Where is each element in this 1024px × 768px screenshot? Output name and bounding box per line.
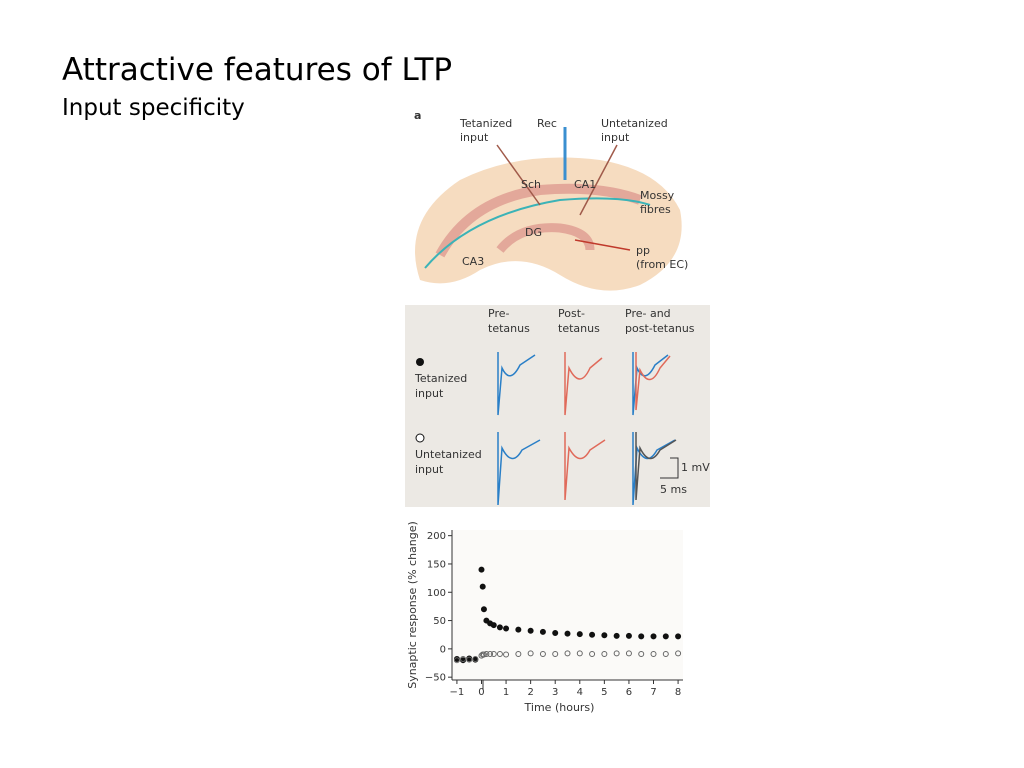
data-point: [483, 650, 490, 657]
y-tick-label: −50: [425, 673, 446, 684]
label: DG: [525, 226, 542, 239]
open-dot: [415, 433, 425, 443]
data-point: [625, 650, 632, 657]
x-tick-label: 4: [577, 687, 583, 698]
data-point: [496, 650, 503, 657]
filled-dot: [416, 358, 424, 366]
data-point: [515, 650, 522, 657]
data-point: [564, 630, 571, 637]
data-point: [625, 632, 632, 639]
label: input: [415, 387, 444, 400]
y-tick-label: 200: [427, 531, 446, 542]
data-point: [539, 650, 546, 657]
data-point: [490, 650, 497, 657]
label: CA3: [462, 255, 484, 268]
label: Post-: [558, 307, 585, 320]
x-tick-label: 5: [601, 687, 607, 698]
data-point: [638, 650, 645, 657]
data-point: [589, 631, 596, 638]
label: Rec: [537, 117, 557, 130]
label: CA1: [574, 178, 596, 191]
data-point: [490, 622, 497, 629]
plot-area: [452, 530, 683, 680]
data-point: [503, 625, 510, 632]
data-point: [460, 656, 467, 663]
label: (from EC): [636, 258, 688, 271]
data-point: [478, 566, 485, 573]
x-tick-label: 7: [650, 687, 656, 698]
data-point: [539, 628, 546, 635]
data-point: [480, 606, 487, 613]
label: Pre-: [488, 307, 509, 320]
data-point: [487, 650, 494, 657]
data-point: [576, 631, 583, 638]
label: 1 mV: [681, 461, 710, 474]
data-point: [675, 650, 682, 657]
label: pp: [636, 244, 650, 257]
label: Mossy: [640, 189, 675, 202]
data-point: [496, 624, 503, 631]
y-tick-label: 0: [440, 644, 446, 655]
data-point: [576, 650, 583, 657]
data-point: [650, 650, 657, 657]
data-point: [638, 633, 645, 640]
data-point: [552, 630, 559, 637]
data-point: [613, 632, 620, 639]
traces: [497, 352, 679, 506]
x-axis-label: Time (hours): [524, 701, 595, 714]
y-axis-label: Synaptic response (% change): [406, 521, 419, 689]
x-tick-label: −1: [450, 687, 465, 698]
data-point: [480, 651, 487, 658]
x-tick-label: 6: [626, 687, 632, 698]
label: tetanus: [488, 322, 530, 335]
label: input: [415, 463, 444, 476]
data-point: [589, 650, 596, 657]
hippocampus-diagram: [415, 127, 682, 291]
data-point: [662, 650, 669, 657]
slide-subtitle: Input specificity: [62, 95, 245, 121]
slide-title: Attractive features of LTP: [62, 52, 453, 88]
label: Untetanized: [415, 448, 482, 461]
data-point: [503, 651, 510, 658]
data-point: [675, 633, 682, 640]
label: post-tetanus: [625, 322, 695, 335]
x-tick-label: 0: [478, 687, 484, 698]
data-point: [527, 627, 534, 634]
label: Tetanized: [414, 372, 467, 385]
data-point: [453, 657, 460, 664]
data-point: [650, 633, 657, 640]
x-tick-label: 2: [527, 687, 533, 698]
label: Sch: [521, 178, 541, 191]
data-point: [472, 656, 479, 663]
y-tick-label: 150: [427, 559, 446, 570]
data-point: [479, 583, 486, 590]
data-point: [564, 650, 571, 657]
data-point: [613, 650, 620, 657]
label: fibres: [640, 203, 671, 216]
label: tetanus: [558, 322, 600, 335]
traces-panel: [405, 305, 710, 507]
data-point: [552, 650, 559, 657]
label: Untetanized: [601, 117, 668, 130]
x-tick-label: 3: [552, 687, 558, 698]
data-point: [466, 656, 473, 663]
label: input: [460, 131, 489, 144]
label: Tetanized: [459, 117, 512, 130]
data-point: [601, 650, 608, 657]
x-tick-label: 8: [675, 687, 681, 698]
data-point: [601, 632, 608, 639]
data-point: [662, 633, 669, 640]
label: a: [414, 109, 421, 122]
y-tick-label: 50: [433, 616, 446, 627]
data-point: [515, 626, 522, 633]
label: 5 ms: [660, 483, 687, 496]
label: input: [601, 131, 630, 144]
data-point: [527, 650, 534, 657]
y-tick-label: 100: [427, 588, 446, 599]
x-tick-label: 1: [503, 687, 509, 698]
label: Pre- and: [625, 307, 671, 320]
